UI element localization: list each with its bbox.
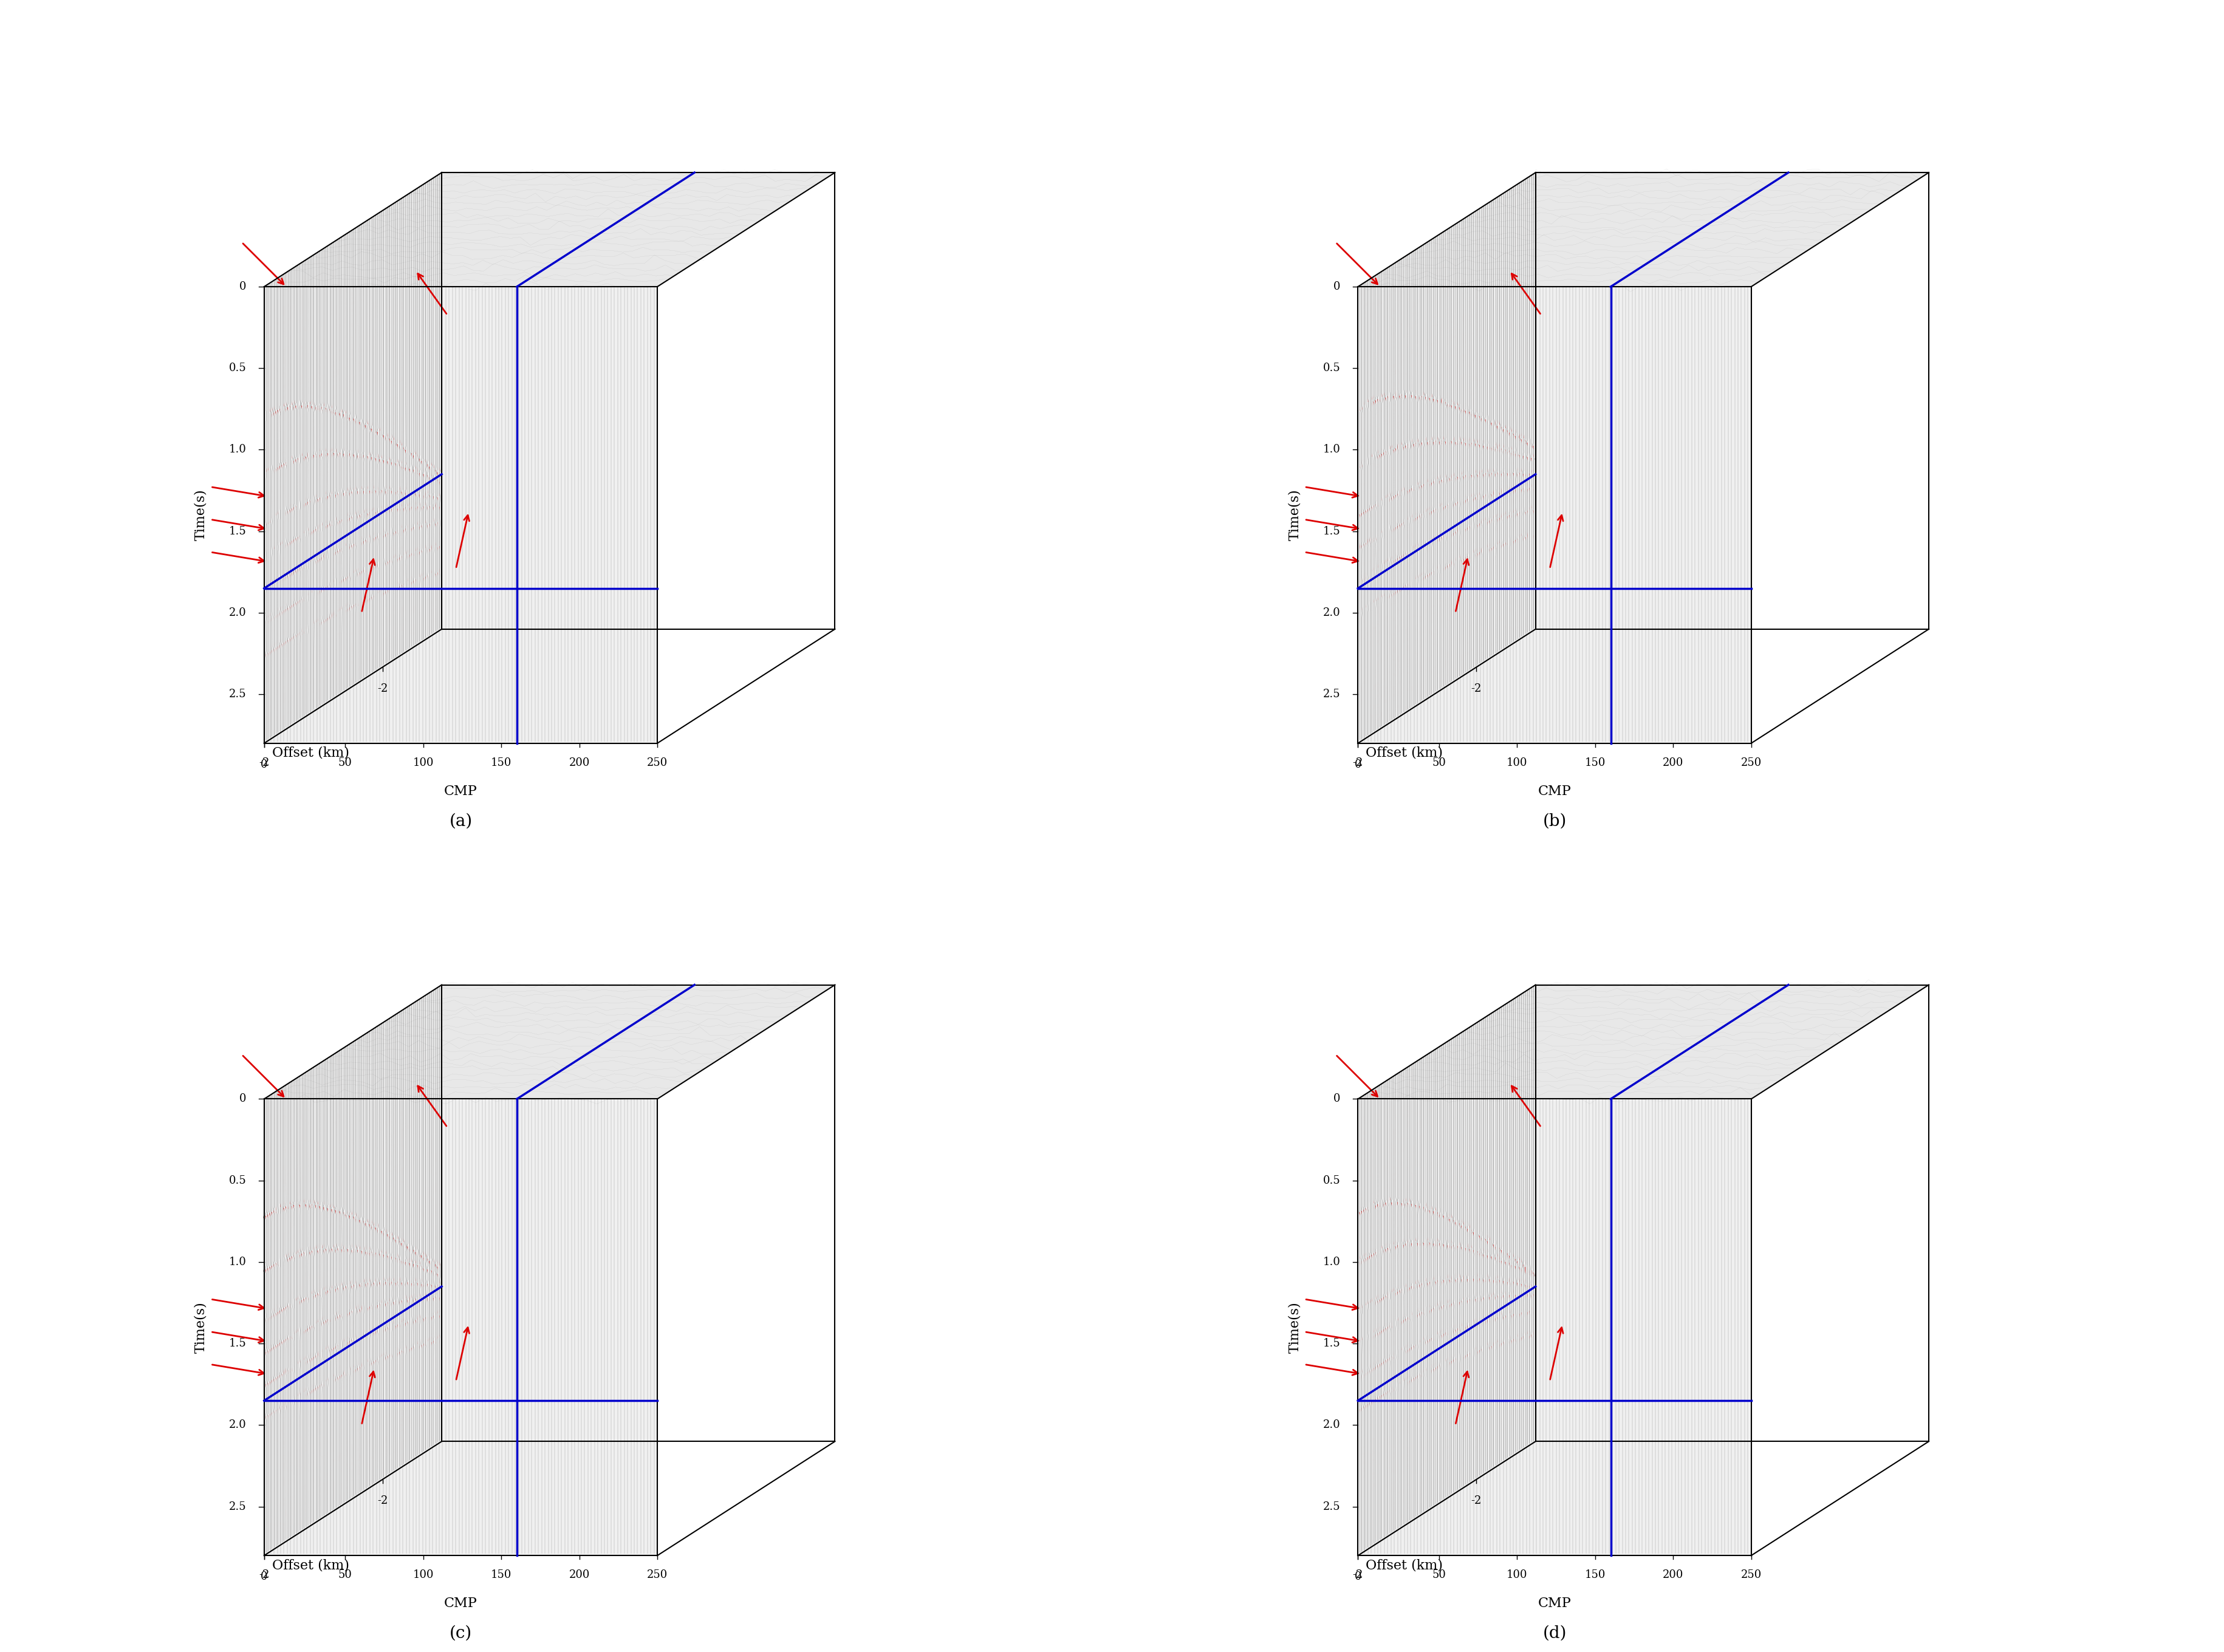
Text: 150: 150 — [492, 1569, 512, 1581]
Text: -2: -2 — [258, 757, 269, 768]
Text: -2: -2 — [1352, 757, 1363, 768]
Text: 200: 200 — [569, 1569, 589, 1581]
Text: 2.5: 2.5 — [1323, 1502, 1339, 1512]
Text: 0.5: 0.5 — [229, 1175, 247, 1186]
Text: 100: 100 — [414, 1569, 434, 1581]
Text: 2.0: 2.0 — [1323, 608, 1339, 618]
Text: -2: -2 — [1470, 1495, 1481, 1507]
Text: CMP: CMP — [445, 1597, 478, 1611]
Text: 200: 200 — [1661, 757, 1684, 768]
Text: -2: -2 — [378, 682, 387, 694]
Polygon shape — [265, 172, 834, 287]
Text: 1.0: 1.0 — [1323, 444, 1339, 456]
Text: 100: 100 — [414, 757, 434, 768]
Text: 1.0: 1.0 — [229, 1257, 247, 1267]
Text: 200: 200 — [1661, 1569, 1684, 1581]
Text: 200: 200 — [569, 757, 589, 768]
Text: 2.0: 2.0 — [1323, 1419, 1339, 1431]
Text: 2.5: 2.5 — [229, 689, 247, 700]
Text: Offset (km): Offset (km) — [271, 1559, 349, 1573]
Polygon shape — [1357, 985, 1535, 1556]
Text: 0: 0 — [1354, 760, 1361, 770]
Text: 0: 0 — [1332, 281, 1339, 292]
Polygon shape — [1357, 1099, 1750, 1556]
Text: 150: 150 — [1583, 1569, 1606, 1581]
Text: 1.0: 1.0 — [1323, 1257, 1339, 1267]
Text: 250: 250 — [1741, 757, 1761, 768]
Polygon shape — [265, 172, 443, 743]
Text: Time(s): Time(s) — [1288, 1302, 1301, 1353]
Polygon shape — [1357, 172, 1535, 743]
Text: 100: 100 — [1506, 757, 1528, 768]
Text: -2: -2 — [1470, 682, 1481, 694]
Text: (b): (b) — [1541, 813, 1566, 829]
Text: 50: 50 — [1432, 1569, 1446, 1581]
Text: -2: -2 — [258, 1569, 269, 1581]
Text: 250: 250 — [647, 1569, 667, 1581]
Text: 0: 0 — [240, 281, 247, 292]
Text: 1.5: 1.5 — [1323, 525, 1339, 537]
Text: CMP: CMP — [1537, 785, 1570, 798]
Text: 2.0: 2.0 — [229, 1419, 247, 1431]
Text: CMP: CMP — [445, 785, 478, 798]
Text: Offset (km): Offset (km) — [1366, 747, 1443, 760]
Polygon shape — [265, 287, 656, 743]
Polygon shape — [265, 985, 443, 1556]
Text: 250: 250 — [647, 757, 667, 768]
Text: 0: 0 — [1332, 1094, 1339, 1105]
Text: (a): (a) — [449, 813, 471, 829]
Text: 0.5: 0.5 — [229, 363, 247, 373]
Polygon shape — [265, 1099, 656, 1556]
Polygon shape — [1357, 985, 1928, 1099]
Text: 1.0: 1.0 — [229, 444, 247, 456]
Polygon shape — [1357, 287, 1750, 743]
Text: -2: -2 — [1352, 1569, 1363, 1581]
Text: 50: 50 — [338, 1569, 351, 1581]
Text: 250: 250 — [1741, 1569, 1761, 1581]
Text: 100: 100 — [1506, 1569, 1528, 1581]
Text: 0: 0 — [260, 1571, 267, 1583]
Text: 0: 0 — [260, 760, 267, 770]
Text: Offset (km): Offset (km) — [271, 747, 349, 760]
Text: 150: 150 — [492, 757, 512, 768]
Text: 50: 50 — [338, 757, 351, 768]
Text: Time(s): Time(s) — [1288, 489, 1301, 540]
Text: 2.5: 2.5 — [229, 1502, 247, 1512]
Polygon shape — [265, 985, 834, 1099]
Text: 2.5: 2.5 — [1323, 689, 1339, 700]
Text: 1.5: 1.5 — [229, 1338, 247, 1350]
Text: CMP: CMP — [1537, 1597, 1570, 1611]
Text: 0: 0 — [240, 1094, 247, 1105]
Text: 1.5: 1.5 — [229, 525, 247, 537]
Text: (c): (c) — [449, 1626, 471, 1642]
Text: 0.5: 0.5 — [1323, 1175, 1339, 1186]
Text: Time(s): Time(s) — [193, 1302, 207, 1353]
Text: -2: -2 — [378, 1495, 387, 1507]
Text: Offset (km): Offset (km) — [1366, 1559, 1443, 1573]
Polygon shape — [1357, 172, 1928, 287]
Text: 1.5: 1.5 — [1323, 1338, 1339, 1350]
Text: 150: 150 — [1583, 757, 1606, 768]
Text: Time(s): Time(s) — [193, 489, 207, 540]
Text: 2.0: 2.0 — [229, 608, 247, 618]
Text: 0.5: 0.5 — [1323, 363, 1339, 373]
Text: (d): (d) — [1541, 1626, 1566, 1642]
Text: 50: 50 — [1432, 757, 1446, 768]
Text: 0: 0 — [1354, 1571, 1361, 1583]
